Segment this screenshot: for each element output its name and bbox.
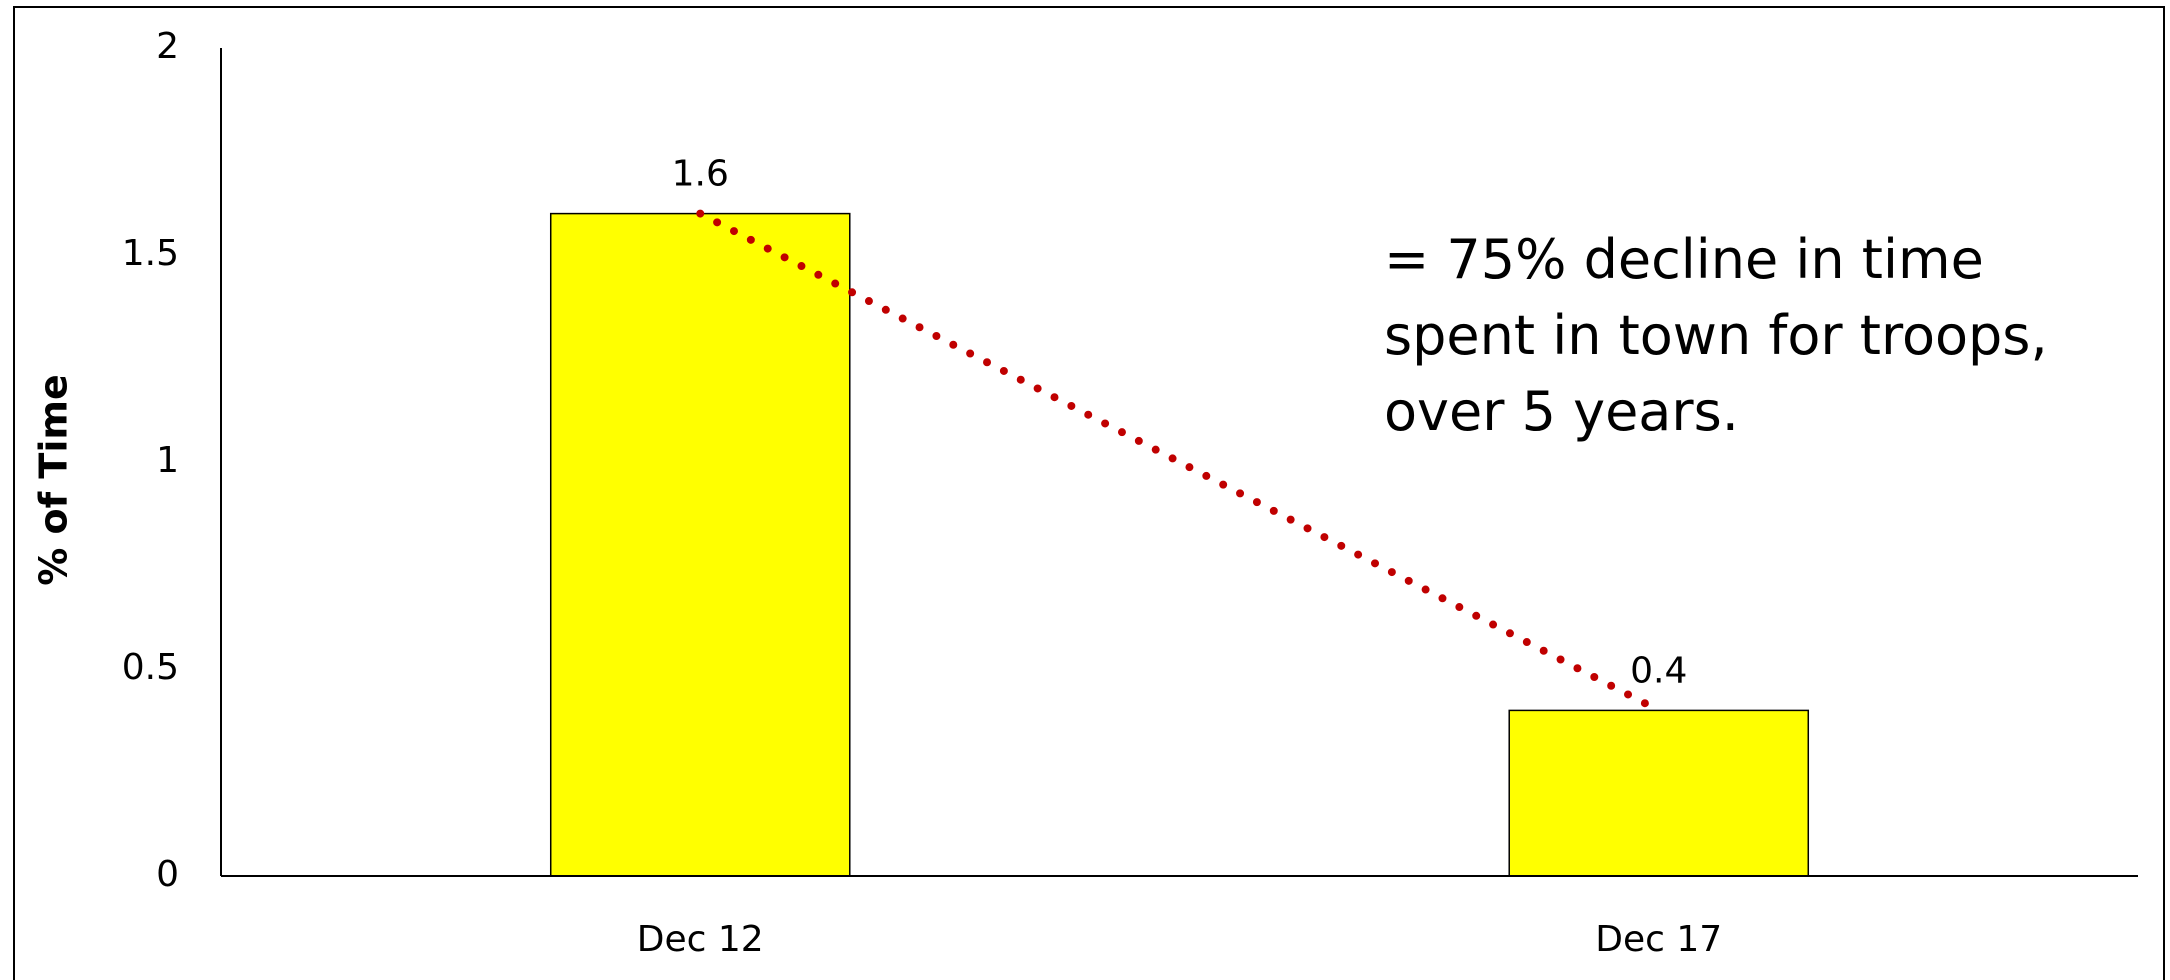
bar bbox=[549, 212, 851, 877]
y-tick-label: 1 bbox=[156, 440, 179, 481]
annotation: = 75% decline in time spent in town for … bbox=[1384, 228, 2048, 443]
y-tick-label: 2 bbox=[156, 26, 179, 67]
data-label: 1.6 bbox=[672, 154, 729, 195]
data-label: 0.4 bbox=[1630, 650, 1687, 691]
y-tick-label: 0.5 bbox=[122, 647, 179, 688]
x-tick-label: Dec 12 bbox=[637, 919, 764, 960]
y-tick-label: 0 bbox=[156, 854, 179, 895]
y-tick-label: 1.5 bbox=[122, 233, 179, 274]
y-axis-title: % of Time bbox=[32, 374, 76, 586]
bar bbox=[1508, 709, 1810, 877]
x-tick-label: Dec 17 bbox=[1595, 919, 1722, 960]
chart-frame bbox=[13, 6, 2165, 980]
